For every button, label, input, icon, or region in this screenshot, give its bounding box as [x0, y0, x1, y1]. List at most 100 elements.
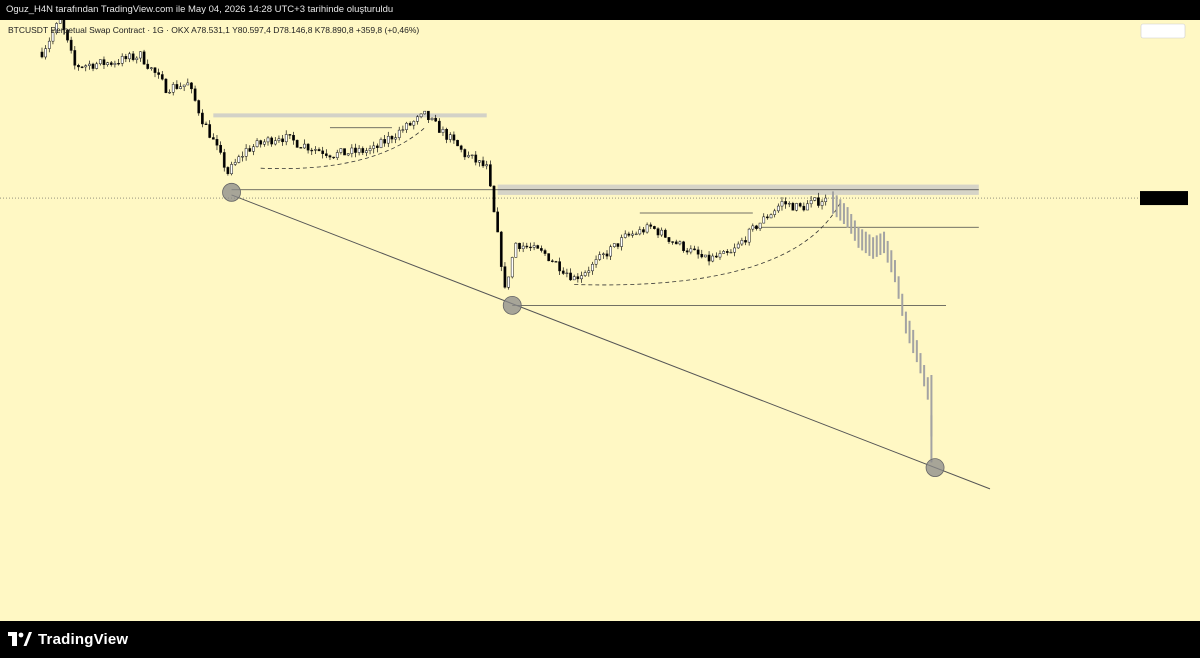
candle	[612, 243, 616, 247]
candle	[678, 241, 682, 245]
candle	[550, 260, 554, 262]
candle	[784, 201, 787, 205]
candle	[88, 63, 91, 66]
candle	[481, 160, 485, 167]
candle	[175, 84, 179, 89]
candle	[434, 117, 438, 122]
candle	[722, 251, 725, 254]
tradingview-logo[interactable]: TradingView	[8, 629, 128, 649]
projection-bar	[926, 377, 929, 400]
candle	[707, 254, 711, 262]
candle	[780, 201, 784, 207]
candle	[547, 253, 551, 262]
candle	[605, 253, 609, 257]
tradingview-logo-icon	[8, 632, 32, 646]
candle	[529, 246, 532, 249]
candle	[733, 247, 736, 253]
rounding-curve-1	[260, 127, 426, 170]
candle	[685, 250, 689, 253]
candle	[357, 148, 361, 153]
candle	[766, 216, 769, 219]
candle	[591, 263, 594, 272]
candle	[335, 152, 339, 158]
candle	[456, 139, 459, 147]
candle	[84, 65, 88, 68]
header-bar: Oguz_H4N tarafından TradingView.com ile …	[0, 0, 1200, 20]
candle	[744, 240, 747, 243]
candle	[113, 63, 117, 65]
candle	[485, 164, 489, 167]
candle	[671, 241, 674, 243]
candle	[463, 149, 467, 158]
price-chart[interactable]: BTCUSDT Perpetual Swap Contract · 1G · O…	[0, 20, 1200, 621]
candle	[642, 229, 645, 233]
projection-bar	[872, 237, 875, 259]
candle	[751, 225, 755, 230]
projection-bar	[861, 229, 864, 251]
candle	[51, 32, 55, 42]
candle	[543, 250, 547, 254]
candle	[674, 241, 678, 245]
candle	[496, 211, 499, 233]
candle	[729, 251, 733, 254]
rounding-curve-2	[574, 202, 841, 286]
candle	[587, 270, 591, 273]
projection-bar	[904, 311, 907, 334]
candle	[58, 20, 62, 24]
candle	[474, 154, 478, 163]
projection-bar	[908, 320, 911, 344]
projection-bar	[835, 195, 838, 218]
candle	[204, 123, 208, 125]
candle	[787, 202, 791, 205]
candle	[237, 156, 241, 163]
candle	[270, 137, 273, 145]
currency-badge	[1140, 23, 1186, 39]
candle	[80, 66, 84, 68]
candle	[91, 63, 95, 69]
candle	[536, 245, 540, 249]
candles-layer	[40, 20, 828, 290]
candle	[394, 137, 397, 140]
candle	[510, 257, 514, 278]
candle	[427, 110, 430, 121]
candle	[489, 164, 492, 187]
candle	[321, 150, 325, 154]
candle	[412, 121, 416, 126]
pivot-marker	[502, 295, 522, 315]
candle	[284, 134, 288, 143]
candle	[689, 248, 693, 253]
candle	[98, 59, 102, 65]
projection-bar	[853, 220, 856, 241]
candle	[164, 78, 168, 94]
projection-bar	[915, 340, 918, 363]
candle	[397, 129, 401, 138]
candle	[711, 255, 715, 262]
candle	[277, 138, 281, 141]
candle	[255, 140, 259, 148]
candle	[594, 259, 598, 265]
chart-area[interactable]: BTCUSDT Perpetual Swap Contract · 1G · O…	[0, 20, 1200, 621]
candle	[437, 120, 441, 133]
candle	[700, 253, 704, 258]
projection-bar	[886, 240, 889, 263]
candle	[328, 155, 332, 158]
candle	[514, 242, 518, 258]
candle	[693, 248, 696, 251]
candle	[813, 197, 817, 201]
candle	[292, 134, 295, 141]
projection-bar	[930, 375, 933, 463]
candle	[408, 122, 412, 126]
candle	[299, 147, 303, 149]
candle	[809, 200, 813, 205]
candle	[135, 57, 139, 60]
candle	[44, 48, 47, 58]
projection-bar	[923, 365, 926, 387]
candle	[310, 149, 314, 152]
candle	[499, 231, 503, 267]
candle	[569, 272, 572, 281]
candle	[820, 201, 824, 206]
candle	[40, 51, 44, 58]
candle	[361, 148, 365, 153]
candle	[106, 62, 109, 65]
projection-bar	[897, 276, 900, 299]
